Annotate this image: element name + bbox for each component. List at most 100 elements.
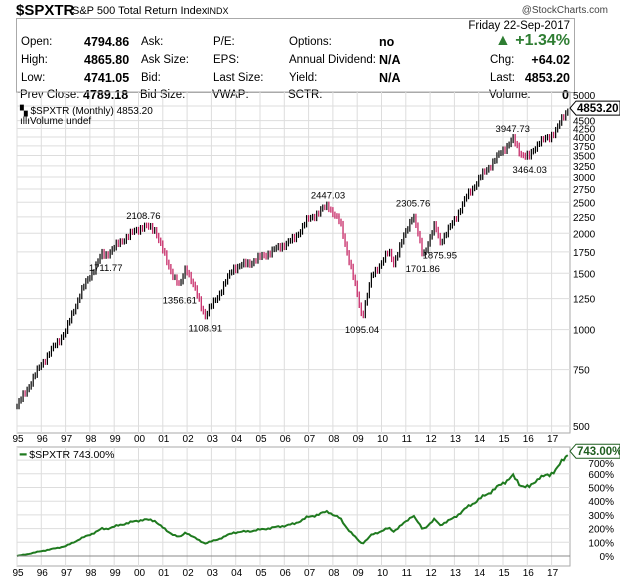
price-annotation: 1701.86 [406,264,440,275]
y-tick-label: 3250 [573,162,596,173]
x-tick-label: 14 [474,568,486,579]
y-tick-label: 1750 [573,248,596,259]
x-tick-label: 03 [207,434,219,445]
x-tick-label: 15 [498,568,510,579]
y-tick-label: 3000 [573,173,596,184]
volume-legend: ıllıVolume undef [20,116,91,127]
price-annotation: 3947.73 [496,124,530,135]
y-tick-label: 300% [588,511,614,522]
ask-size-label: Ask Size: [141,54,189,66]
low-value: 4741.05 [84,71,130,85]
x-tick-label: 95 [12,434,24,445]
last-price-tag-box [569,100,620,116]
perf-legend-icon: ━ [19,449,29,461]
options-label: Options: [289,36,332,48]
brand[interactable]: @StockCharts.com [521,5,608,16]
price-annotation: 3464.03 [513,165,547,176]
exchange: INDX [207,6,229,16]
price-annotation: 1108.91 [189,323,223,334]
x-tick-label: 12 [426,434,438,445]
x-tick-label: 06 [280,568,292,579]
price-legend: ▚ $SPXTR (Monthly) 4853.20 [19,104,153,117]
x-tick-label: 98 [85,568,97,579]
x-tick-label: 05 [255,434,267,445]
price-annotation: 1875.95 [423,250,457,261]
x-tick-label: 99 [110,568,122,579]
x-tick-label: 99 [110,434,122,445]
yield-value: N/A [379,71,401,85]
y-tick-label: 4250 [573,125,596,136]
perf-panel-frame [16,446,571,567]
x-tick-label: 97 [61,568,73,579]
volume-value: 0 [562,88,569,102]
x-tick-label: 04 [231,568,243,579]
chg-label: Chg: [490,54,515,66]
price-annotation: 1095.04 [345,325,379,336]
pe-label: P/E: [213,36,235,48]
x-tick-label: 02 [183,568,195,579]
price-annotation: 2305.76 [396,199,430,210]
price-annotation: 2108.76 [126,211,160,222]
y-tick-label: 2250 [573,213,596,224]
x-tick-label: 11 [402,434,413,445]
x-tick-label: 13 [450,434,462,445]
y-tick-label: 400% [588,497,614,508]
symbol-name: S&P 500 Total Return Index [72,5,208,17]
y-tick-label: 1250 [573,295,596,306]
y-tick-label: 2000 [573,229,596,240]
y-tick-label: 700% [588,459,614,470]
x-tick-label: 09 [353,568,365,579]
last-perf-tag: 743.00% [577,446,620,458]
last-size-label: Last Size: [213,72,264,84]
options-value: no [379,35,395,49]
y-tick-label: 100% [588,538,614,549]
x-tick-label: 15 [498,434,510,445]
y-tick-label: 5000 [573,91,596,102]
x-tick-label: 95 [12,568,24,579]
x-tick-label: 09 [353,434,365,445]
symbol: $SPXTR [16,2,75,19]
perf-line [16,454,569,557]
x-tick-label: 04 [231,434,243,445]
x-tick-label: 00 [134,434,146,445]
up-arrow-icon: ▲ [495,32,516,49]
open-label: Open: [21,36,53,48]
x-tick-label: 16 [523,434,535,445]
open-value: 4794.86 [84,35,130,49]
y-tick-label: 600% [588,470,614,481]
y-tick-label: 1500 [573,269,596,280]
x-tick-label: 07 [304,568,316,579]
x-tick-label: 03 [207,568,219,579]
eps-label: EPS: [213,54,240,66]
x-tick-label: 97 [61,434,73,445]
ask-label: Ask: [141,36,164,48]
x-tick-label: 98 [85,434,97,445]
x-tick-label: 08 [328,568,340,579]
quote-date: Friday 22-Sep-2017 [468,20,570,32]
x-tick-label: 11 [402,568,413,579]
x-tick-label: 01 [158,434,170,445]
last-price-tag: 4853.20 [577,103,619,115]
dividend-value: N/A [379,53,401,67]
x-tick-label: 01 [158,568,170,579]
x-tick-label: 13 [450,568,462,579]
x-tick-label: 14 [474,434,486,445]
price-annotation: 1711.77 [89,263,123,274]
x-tick-label: 96 [37,434,49,445]
high-value: 4865.80 [84,53,130,67]
high-label: High: [21,54,48,66]
price-annotation: 1356.61 [163,295,197,306]
price-legend-icon: ▚ [19,104,30,117]
x-tick-label: 05 [255,568,267,579]
y-tick-label: 750 [573,366,590,377]
x-tick-label: 02 [183,434,195,445]
volume-legend-icon: ıllı [20,116,30,127]
last-perf-tag-box [569,443,620,459]
dividend-label: Annual Dividend: [289,54,376,66]
y-tick-label: 2750 [573,185,596,196]
x-tick-label: 96 [37,568,49,579]
last-value: 4853.20 [524,71,570,85]
x-tick-label: 17 [547,434,559,445]
